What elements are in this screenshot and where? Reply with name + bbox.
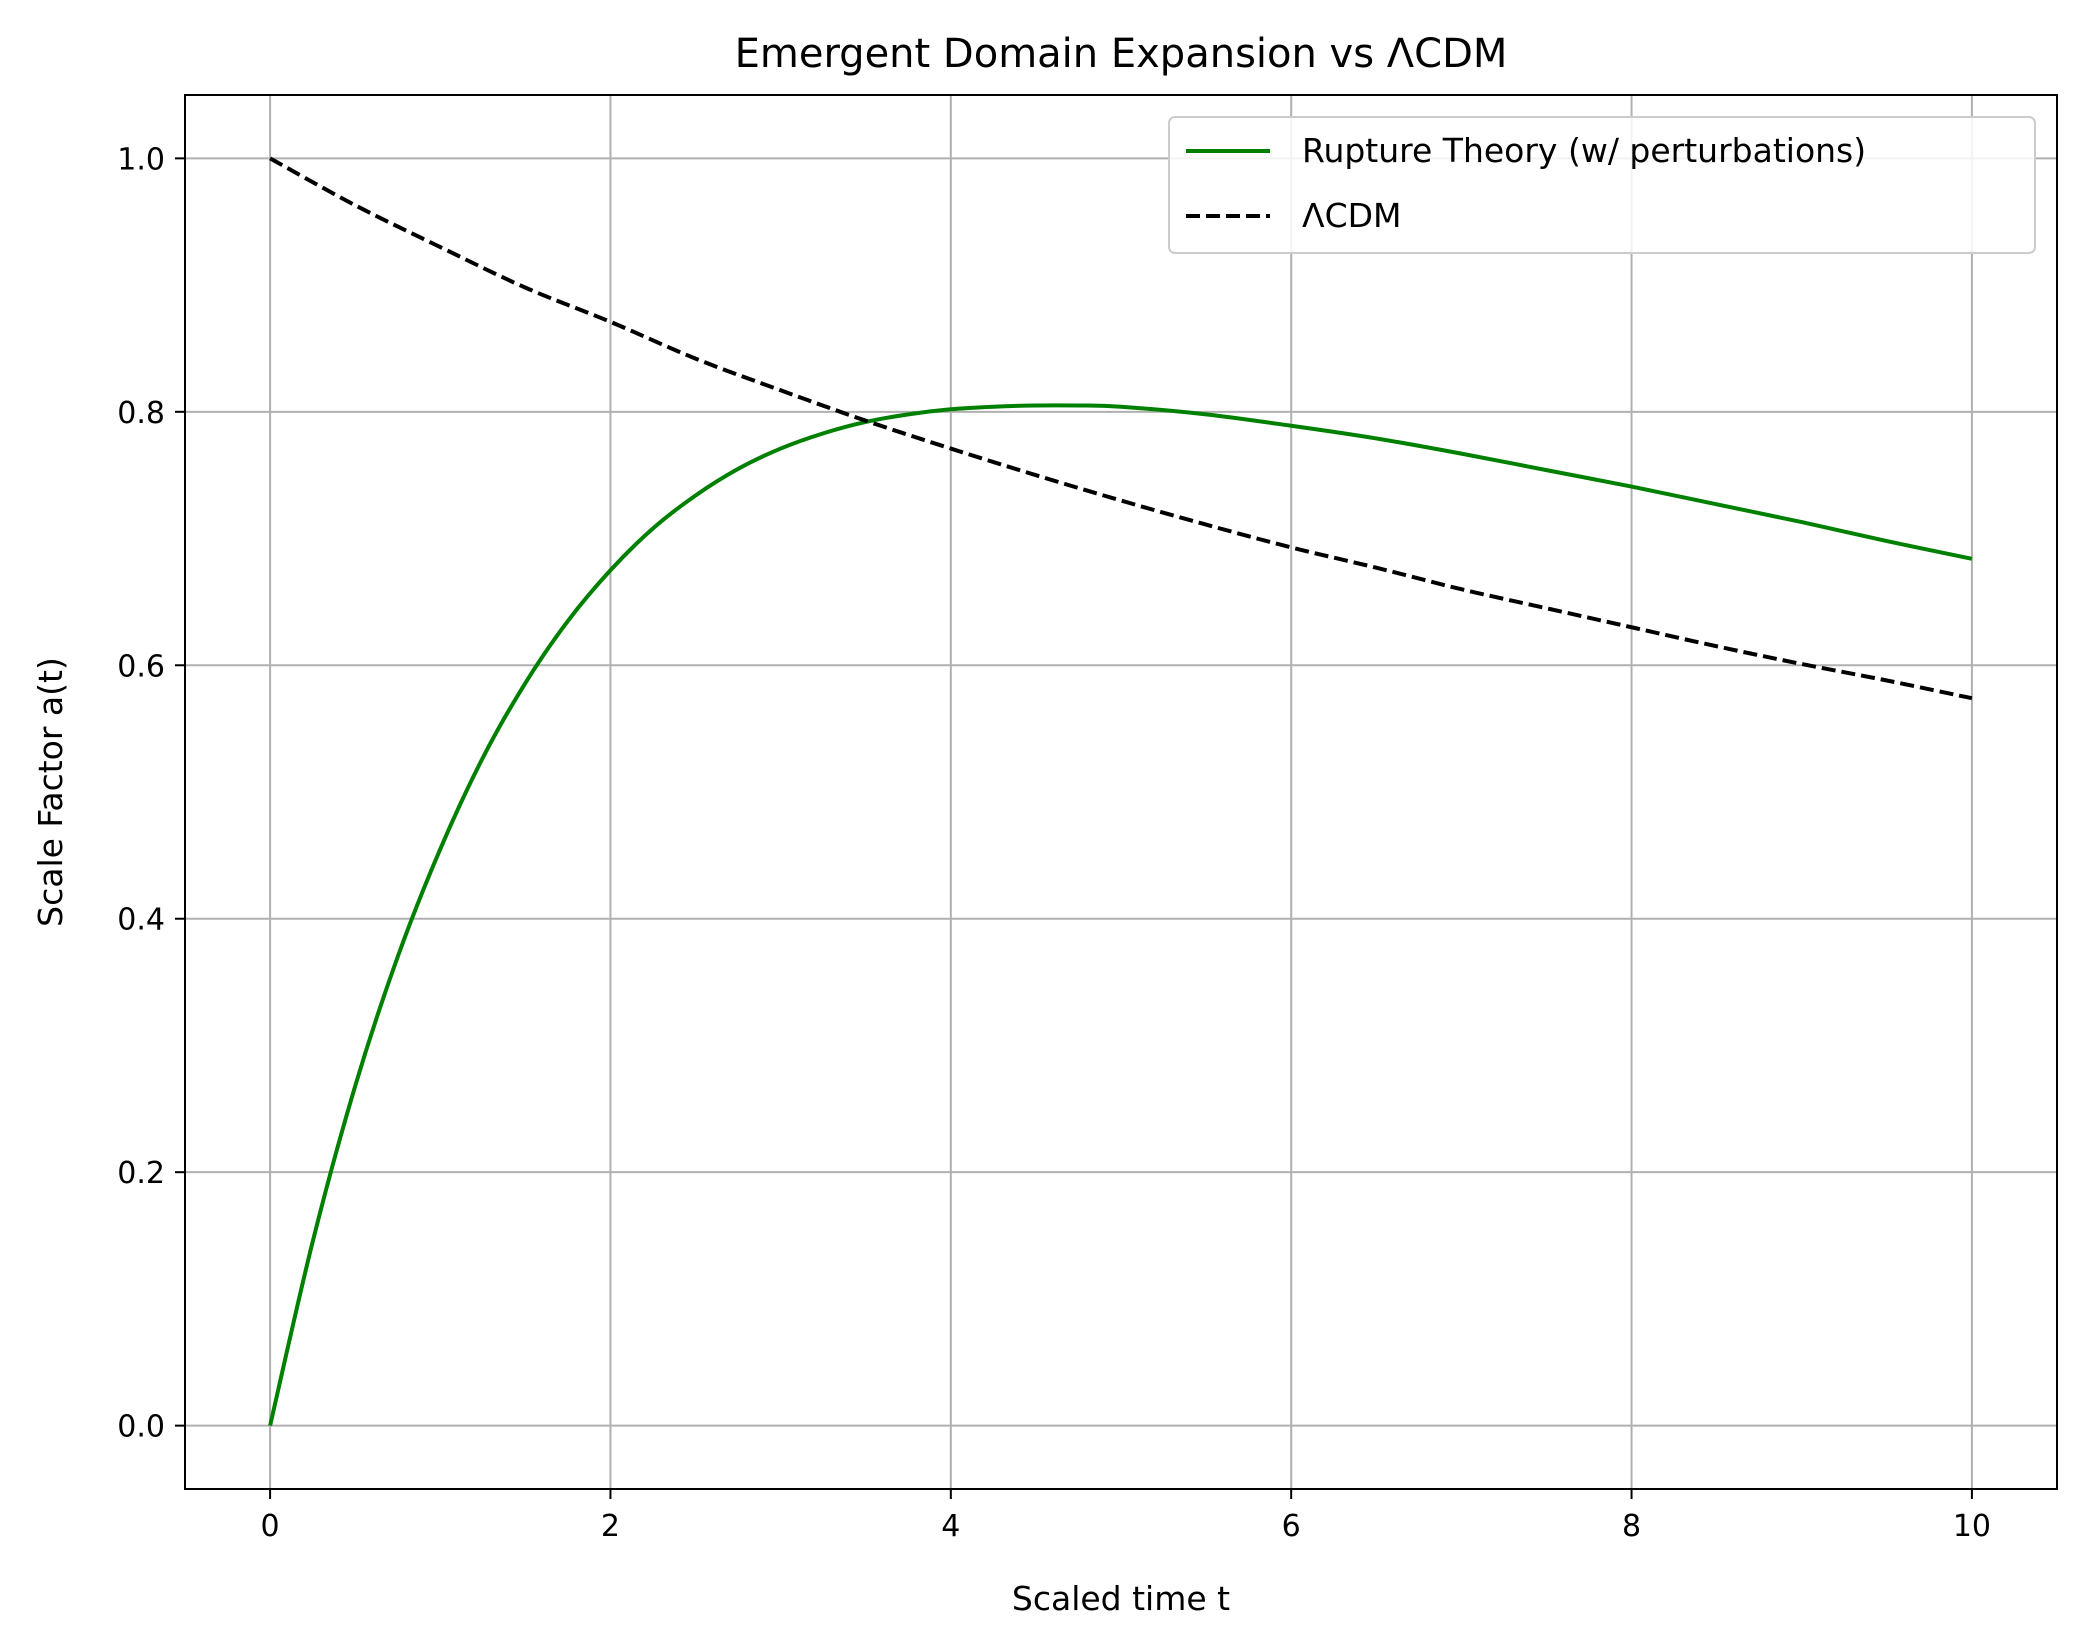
plot-frame [184,94,2058,1490]
legend-label-lcdm: ΛCDM [1302,196,1402,235]
chart-title: Emergent Domain Expansion vs ΛCDM [735,31,1508,77]
legend: Rupture Theory (w/ perturbations) ΛCDM [1168,116,2036,254]
x-tick-label: 4 [941,1509,960,1544]
grid [185,95,2057,1489]
x-tick-label: 10 [1953,1509,1991,1544]
y-tick-label: 0.4 [117,903,165,938]
y-tick-label: 0.8 [117,396,165,431]
y-axis-title: Scale Factor a(t) [31,657,70,927]
x-tick-label: 2 [601,1509,620,1544]
series-lines [268,156,1973,1427]
x-tick-label: 8 [1622,1509,1641,1544]
series-line-rupture-theory [268,403,1973,1427]
y-tick-label: 0.0 [117,1410,165,1445]
x-tick-label: 0 [261,1509,280,1544]
plot-area [185,95,2057,1489]
y-tick-label: 1.0 [117,142,165,177]
x-axis-title: Scaled time t [1012,1579,1230,1618]
y-tick-label: 0.6 [117,649,165,684]
y-tick-label: 0.2 [117,1156,165,1191]
x-tick-label: 6 [1282,1509,1301,1544]
legend-box [1168,116,2036,254]
legend-label-rupture: Rupture Theory (w/ perturbations) [1302,131,1866,170]
axis-ticks: 0 2 4 6 8 10 0.0 0.2 0.4 0.6 0.8 1.0 [117,142,1991,1544]
series-line-lcdm [269,156,1973,701]
